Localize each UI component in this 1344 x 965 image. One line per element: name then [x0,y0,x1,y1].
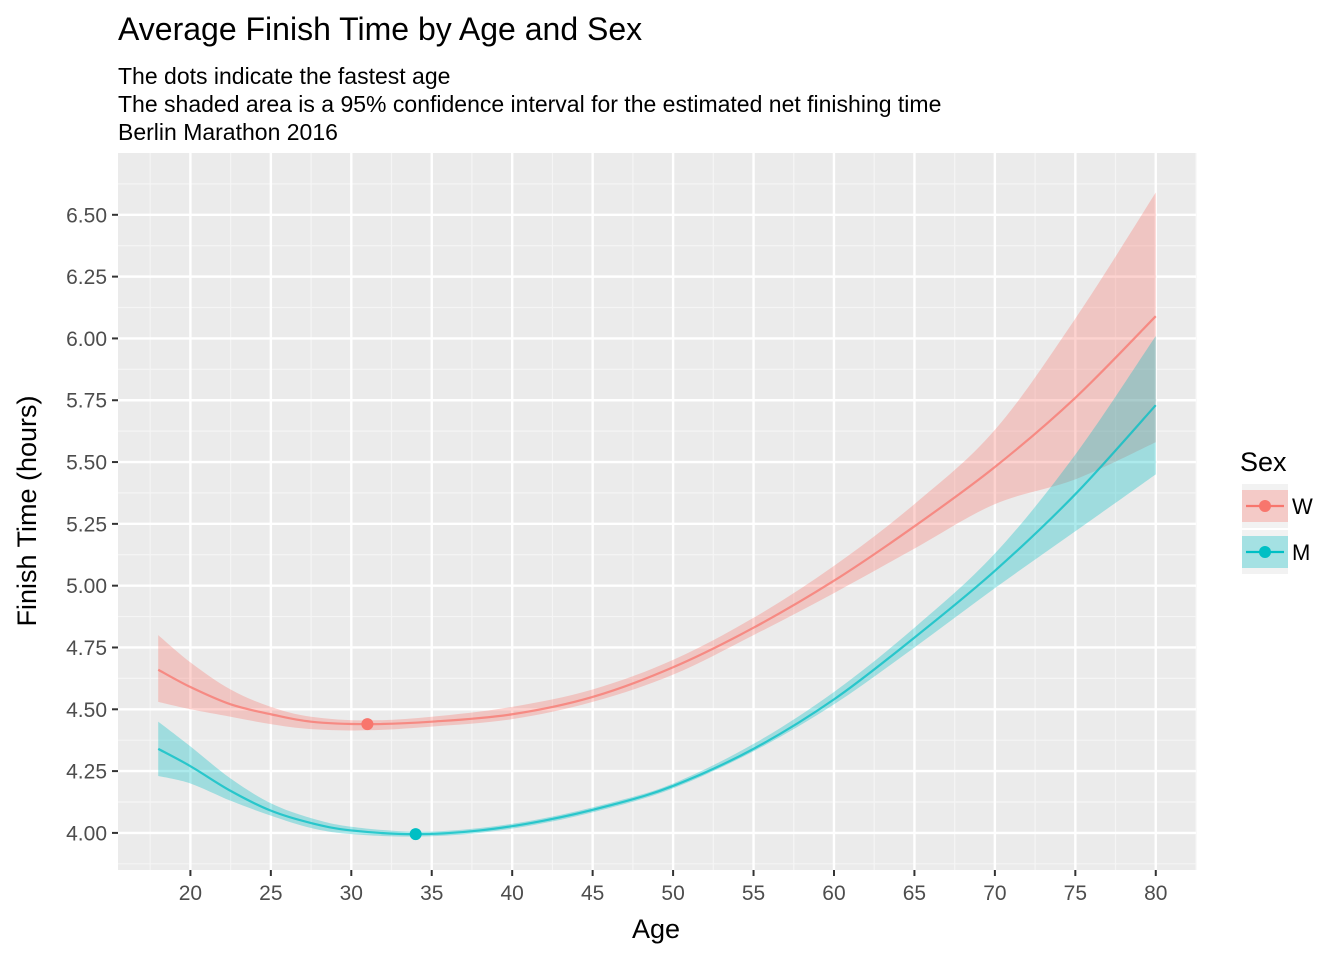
y-tick-label: 4.50 [66,699,107,722]
y-tick-label: 6.25 [66,266,107,289]
y-tick-label: 4.75 [66,637,107,660]
x-tick-label: 55 [742,882,765,905]
chart-title: Average Finish Time by Age and Sex [118,11,642,47]
legend-key-point-W [1259,500,1271,512]
x-tick-label: 35 [420,882,443,905]
x-tick-label: 65 [903,882,926,905]
y-tick-label: 5.25 [66,513,107,536]
y-tick-label: 4.00 [66,822,107,845]
panel-background [118,153,1196,870]
y-tick-label: 5.50 [66,452,107,475]
chart-subtitle-line-3: Berlin Marathon 2016 [118,119,338,145]
x-tick-label: 70 [983,882,1006,905]
legend-label-W: W [1292,494,1313,519]
fastest-point-W [361,718,374,731]
x-tick-label: 45 [581,882,604,905]
x-tick-label: 50 [661,882,684,905]
chart-subtitle-line-1: The dots indicate the fastest age [118,63,450,89]
y-axis-title: Finish Time (hours) [12,395,42,626]
legend-title: Sex [1240,447,1287,477]
y-tick-label: 4.25 [66,761,107,784]
series-line-W [157,315,1157,726]
series-line-M [157,404,1157,836]
y-tick-label: 5.75 [66,390,107,413]
y-tick-label: 6.00 [66,328,107,351]
x-tick-label: 60 [822,882,845,905]
x-tick-label: 80 [1144,882,1167,905]
legend: Sex WM [1240,447,1313,574]
x-tick-label: 40 [501,882,524,905]
x-tick-label: 20 [179,882,202,905]
legend-label-M: M [1292,540,1310,565]
y-tick-label: 5.00 [66,575,107,598]
x-axis-title: Age [632,914,680,944]
legend-key-point-M [1259,546,1271,558]
x-tick-label: 30 [340,882,363,905]
fastest-point-M [409,828,422,841]
x-tick-label: 25 [259,882,282,905]
x-tick-label: 75 [1064,882,1087,905]
plot-panel [118,153,1197,870]
series-lines [157,315,1157,836]
chart-subtitle-line-2: The shaded area is a 95% confidence inte… [118,91,941,117]
y-axis: 4.00 4.25 4.50 4.75 5.00 5.25 5.50 5.75 6.00 6.25… [66,204,118,845]
x-axis: 20 25 30 35 40 45 50 55 60 65 70 75 80 [179,870,1167,905]
y-tick-label: 6.50 [66,204,107,227]
fastest-age-dots [361,718,422,841]
